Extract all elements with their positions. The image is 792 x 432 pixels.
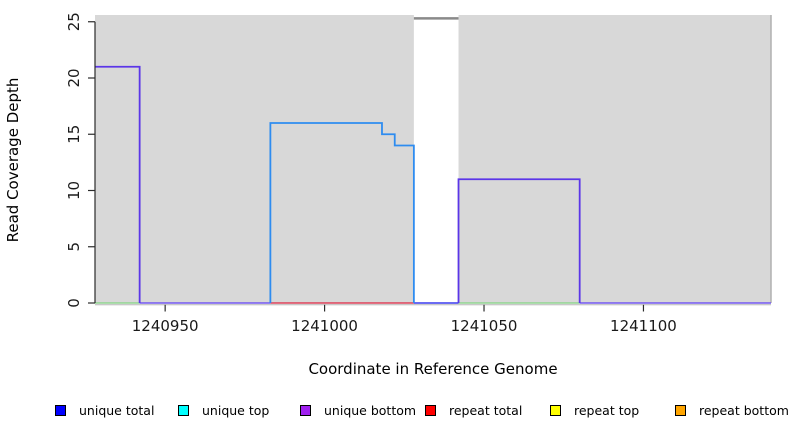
legend-swatch-icon xyxy=(425,404,436,416)
legend-item-repeat-top: repeat top xyxy=(550,400,639,420)
series-unique-coverage-left-21 xyxy=(95,65,141,303)
legend-swatch-icon xyxy=(550,404,561,416)
legend-swatch-icon xyxy=(300,404,311,416)
legend-label: repeat total xyxy=(449,402,523,418)
legend: unique total unique top unique bottom repea… xyxy=(0,400,792,424)
y-tick-label: 15 xyxy=(65,125,83,144)
legend-item-repeat-total: repeat total xyxy=(425,400,522,420)
plot-background-span xyxy=(95,15,414,303)
y-tick-label: 5 xyxy=(65,242,83,252)
y-tick-label: 20 xyxy=(65,68,83,87)
legend-item-unique-total: unique total xyxy=(55,400,154,420)
y-tick-label: 10 xyxy=(65,181,83,200)
y-axis-title: Read Coverage Depth xyxy=(4,77,22,243)
legend-label: unique bottom xyxy=(324,402,417,418)
legend-swatch-icon xyxy=(55,404,66,416)
y-tick-label: 25 xyxy=(65,12,83,31)
x-tick-label: 1241000 xyxy=(291,317,358,335)
legend-swatch-icon xyxy=(178,404,189,416)
series-unique-coverage-right-11 xyxy=(457,178,581,303)
x-tick-label: 1241100 xyxy=(610,317,677,335)
legend-label: unique top xyxy=(202,402,270,418)
legend-label: repeat bottom xyxy=(699,402,789,418)
legend-item-unique-top: unique top xyxy=(178,400,269,420)
x-tick-label: 1240950 xyxy=(132,317,199,335)
legend-swatch-icon xyxy=(675,404,686,416)
y-tick-label: 0 xyxy=(65,298,83,308)
plot-background-span xyxy=(458,15,771,303)
series-unique-coverage-mid-16-15-14 xyxy=(269,122,415,303)
legend-label: unique total xyxy=(79,402,155,418)
legend-label: repeat top xyxy=(574,402,640,418)
x-axis-title: Coordinate in Reference Genome xyxy=(308,360,558,378)
x-tick-label: 1241050 xyxy=(451,317,518,335)
legend-item-unique-bottom: unique bottom xyxy=(300,400,416,420)
legend-item-repeat-bottom: repeat bottom xyxy=(675,400,789,420)
